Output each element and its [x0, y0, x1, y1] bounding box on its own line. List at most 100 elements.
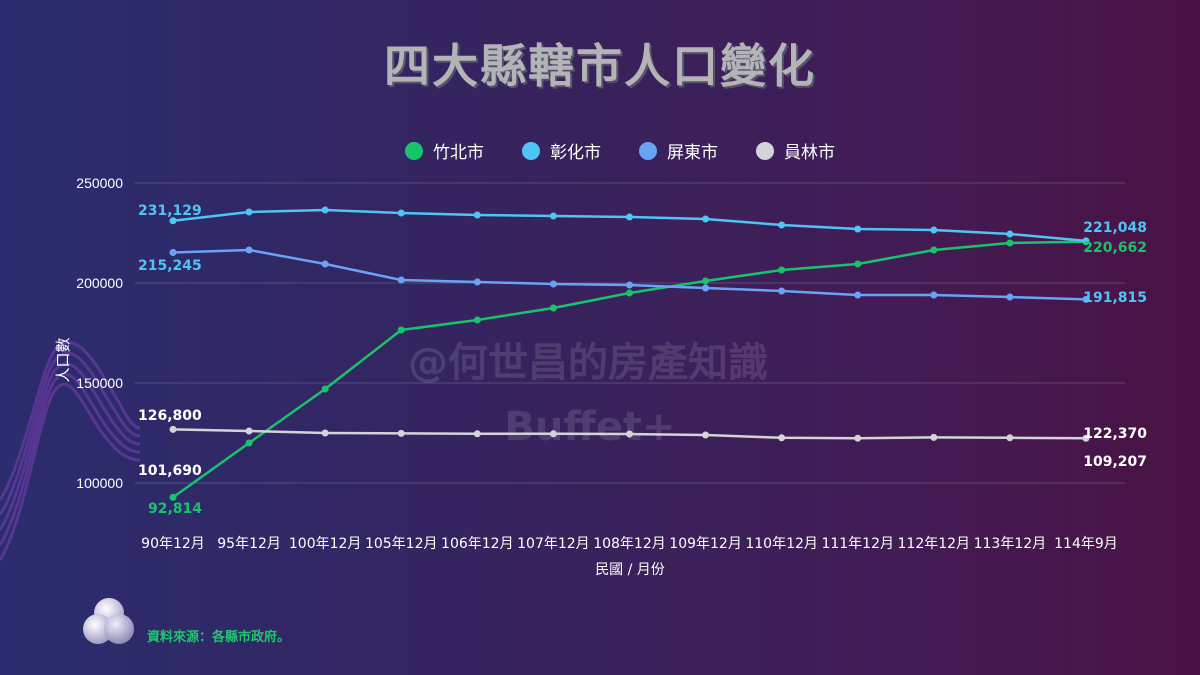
legend-item[interactable]: 員林市 [756, 138, 835, 163]
data-point[interactable] [930, 246, 938, 254]
data-point[interactable] [1006, 293, 1014, 301]
data-value-label: 126,800 [138, 408, 202, 424]
y-tick-label: 150000 [76, 375, 123, 391]
x-tick-label: 107年12月 [517, 536, 590, 552]
data-value-label: 231,129 [138, 203, 202, 219]
brand-logo [82, 596, 140, 648]
data-point[interactable] [778, 287, 786, 295]
data-point[interactable] [397, 276, 405, 284]
data-point[interactable] [169, 493, 177, 501]
data-point[interactable] [702, 215, 710, 223]
data-point[interactable] [1006, 230, 1014, 238]
y-axis-label: 人口數 [54, 337, 72, 382]
data-point[interactable] [1006, 434, 1014, 442]
data-labels: 231,129 215,245 126,800 101,690 92,814 221,04… [138, 203, 1147, 517]
data-point[interactable] [169, 425, 177, 433]
data-point[interactable] [1082, 434, 1090, 442]
data-point[interactable] [778, 434, 786, 442]
data-point[interactable] [549, 212, 557, 220]
series-line [169, 425, 1090, 442]
data-point[interactable] [169, 249, 177, 257]
x-tick-label: 111年12月 [821, 536, 894, 552]
series-line [169, 246, 1090, 303]
data-point[interactable] [1082, 295, 1090, 303]
data-point[interactable] [245, 427, 253, 435]
x-tick-label: 113年12月 [974, 536, 1047, 552]
data-point[interactable] [854, 225, 862, 233]
legend-item[interactable]: 竹北市 [405, 138, 484, 163]
svg-text:Buffet+: Buffet+ [504, 404, 675, 450]
data-point[interactable] [930, 433, 938, 441]
legend-item[interactable]: 彰化市 [522, 138, 601, 163]
data-point[interactable] [321, 260, 329, 268]
grid-lines [135, 182, 1125, 484]
legend-label: 竹北市 [433, 143, 484, 163]
data-value-label: 92,814 [148, 501, 202, 517]
legend-label: 彰化市 [550, 143, 601, 163]
svg-text:@何世昌的房產知識: @何世昌的房產知識 [408, 340, 768, 386]
data-value-label: 101,690 [138, 463, 202, 479]
data-source-note: 資料來源：各縣市政府。 [147, 630, 291, 645]
data-point[interactable] [473, 430, 481, 438]
x-tick-label: 110年12月 [745, 536, 818, 552]
data-point[interactable] [1082, 237, 1090, 245]
y-tick-label: 200000 [76, 275, 123, 291]
decorative-wave-lines [0, 341, 141, 561]
data-point[interactable] [549, 304, 557, 312]
x-tick-label: 100年12月 [289, 536, 362, 552]
data-point[interactable] [625, 289, 633, 297]
data-point[interactable] [625, 430, 633, 438]
x-tick-label: 112年12月 [898, 536, 971, 552]
watermark: @何世昌的房產知識 Buffet+ [408, 340, 768, 450]
data-point[interactable] [397, 326, 405, 334]
data-point[interactable] [245, 246, 253, 254]
data-value-label: 109,207 [1083, 454, 1147, 470]
data-point[interactable] [854, 434, 862, 442]
legend-color-dot-icon [522, 141, 540, 160]
legend-color-dot-icon [756, 141, 774, 160]
data-point[interactable] [702, 284, 710, 292]
data-point[interactable] [778, 221, 786, 229]
x-tick-label: 90年12月 [141, 536, 205, 552]
data-point[interactable] [854, 291, 862, 299]
x-tick-label: 114年9月 [1054, 536, 1118, 552]
x-tick-label: 106年12月 [441, 536, 514, 552]
x-axis-label: 民國 / 月份 [595, 562, 665, 578]
data-point[interactable] [245, 439, 253, 447]
data-value-label: 122,370 [1083, 426, 1147, 442]
data-value-label: 215,245 [138, 258, 202, 274]
data-point[interactable] [625, 281, 633, 289]
data-point[interactable] [930, 226, 938, 234]
x-axis-ticks: 90年12月 95年12月 100年12月 105年12月 106年12月 107年12月… [141, 536, 1118, 552]
data-point[interactable] [397, 429, 405, 437]
y-axis-ticks: 100000 150000 200000 250000 [76, 175, 123, 491]
data-series [169, 206, 1090, 501]
chart-title: 四大縣轄市人口變化 [384, 39, 816, 93]
data-point[interactable] [549, 430, 557, 438]
data-point[interactable] [397, 209, 405, 217]
series-line [169, 206, 1090, 245]
data-point[interactable] [321, 429, 329, 437]
data-point[interactable] [854, 260, 862, 268]
data-point[interactable] [702, 431, 710, 439]
data-point[interactable] [1006, 239, 1014, 247]
data-point[interactable] [549, 280, 557, 288]
chart-legend: 竹北市 彰化市 屏東市 員林市 [0, 138, 1200, 163]
data-point[interactable] [321, 385, 329, 393]
data-point[interactable] [245, 208, 253, 216]
data-value-label: 191,815 [1083, 290, 1147, 306]
data-point[interactable] [778, 266, 786, 274]
data-point[interactable] [930, 291, 938, 299]
data-point[interactable] [702, 277, 710, 285]
data-point[interactable] [321, 206, 329, 214]
legend-color-dot-icon [639, 141, 657, 160]
x-tick-label: 105年12月 [365, 536, 438, 552]
data-point[interactable] [625, 213, 633, 221]
y-tick-label: 250000 [76, 175, 123, 191]
data-point[interactable] [473, 211, 481, 219]
data-point[interactable] [473, 316, 481, 324]
data-point[interactable] [169, 217, 177, 225]
data-point[interactable] [473, 278, 481, 286]
legend-item[interactable]: 屏東市 [639, 138, 718, 163]
x-tick-label: 109年12月 [669, 536, 742, 552]
